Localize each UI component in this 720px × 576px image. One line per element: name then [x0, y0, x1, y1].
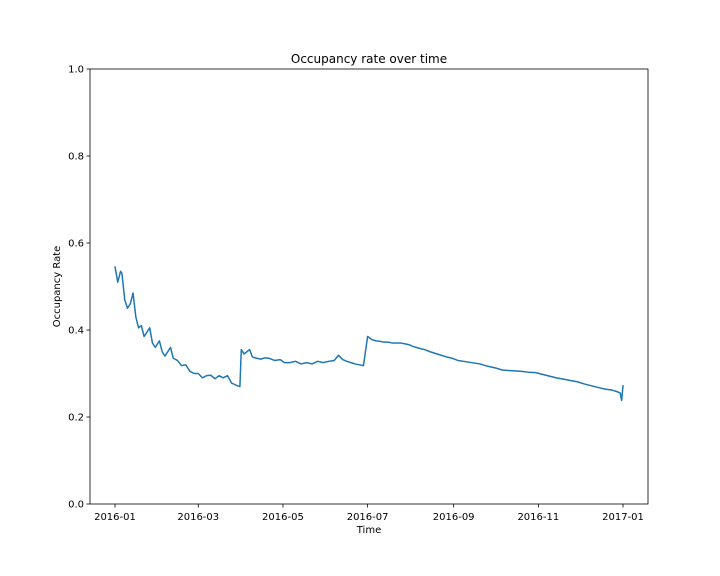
plot-area — [114, 266, 624, 402]
axes-frame — [89, 68, 649, 505]
occupancy-series-line — [114, 266, 624, 402]
x-tick-label: 2016-05 — [262, 512, 304, 523]
y-tick-label: 0.0 — [68, 500, 84, 511]
y-tick-label: 0.2 — [68, 413, 84, 424]
y-tick-label: 1.0 — [68, 65, 84, 76]
chart-title: Occupancy rate over time — [291, 52, 447, 66]
y-tick-label: 0.4 — [68, 326, 84, 337]
x-tick-label: 2016-09 — [433, 512, 475, 523]
x-tick-label: 2016-07 — [347, 512, 389, 523]
x-axis-label: Time — [356, 525, 381, 536]
x-tick-label: 2016-03 — [177, 512, 219, 523]
y-axis-label: Occupancy Rate — [52, 246, 63, 328]
y-tick-label: 0.6 — [68, 239, 84, 250]
x-axis-ticks: 2016-01 2016-03 2016-05 2016-07 2016-09 2016-… — [94, 504, 644, 523]
y-axis-ticks: 0.0 0.2 0.4 0.6 0.8 1.0 — [68, 65, 90, 511]
x-tick-label: 2016-01 — [94, 512, 136, 523]
x-tick-label: 2016-11 — [517, 512, 559, 523]
y-tick-label: 0.8 — [68, 152, 84, 163]
x-tick-label: 2017-01 — [602, 512, 644, 523]
